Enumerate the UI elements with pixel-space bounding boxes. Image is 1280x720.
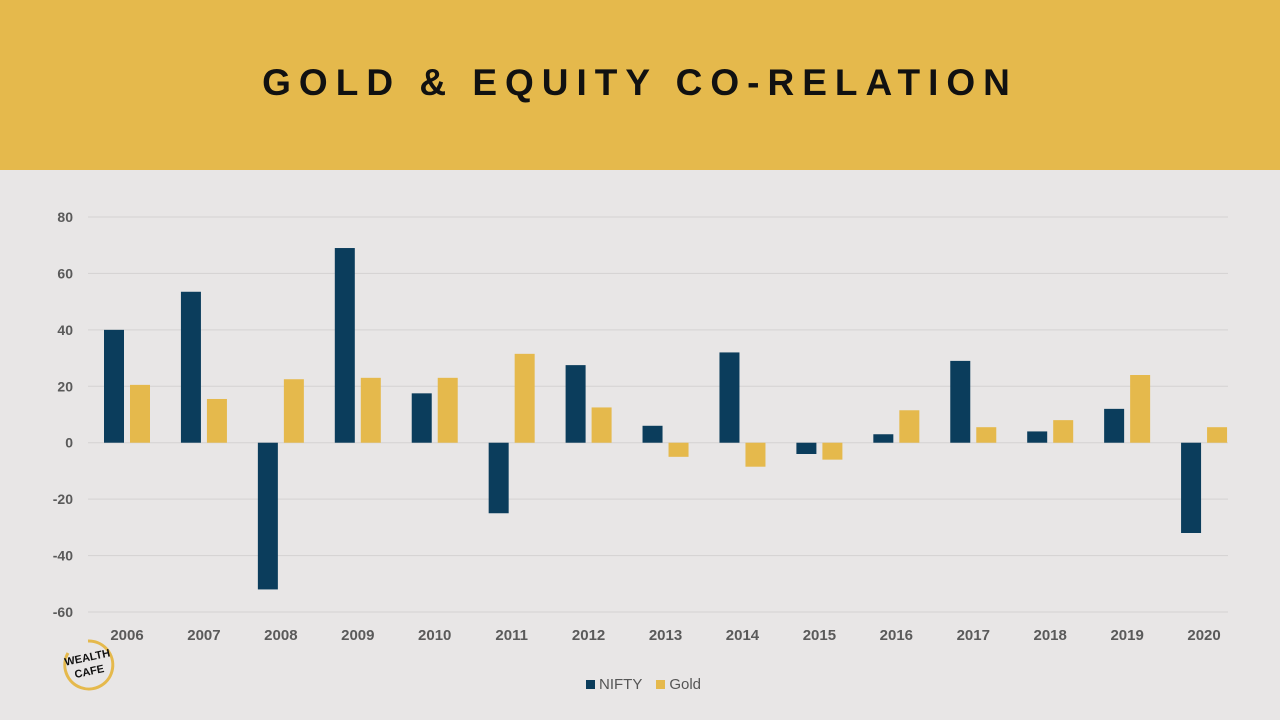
y-tick-label: 40 [57,322,73,338]
y-tick-label: 20 [57,378,73,394]
logo-ring [63,639,115,691]
bar-nifty [873,434,894,443]
x-tick-label: 2011 [495,627,528,644]
x-tick-label: 2007 [187,627,220,644]
y-tick-label: 0 [65,435,73,451]
x-tick-label: 2008 [264,627,297,644]
wealth-cafe-logo-icon: WEALTH CAFE [63,639,115,691]
bar-nifty [411,393,432,443]
legend-swatch-gold [656,680,666,689]
header-banner: GOLD & EQUITY CO-RELATION [0,0,1280,170]
x-tick-label: 2013 [649,627,682,644]
bar-gold [1130,375,1151,443]
bar-nifty [719,352,740,443]
y-tick-label: -60 [53,604,73,620]
bar-gold [1207,427,1228,443]
bar-gold [668,442,689,457]
legend-item-gold: Gold [656,676,701,693]
bar-gold [899,410,920,443]
x-tick-label: 2012 [572,627,605,644]
x-tick-label: 2016 [880,627,913,644]
chart-legend: NIFTY Gold [586,676,715,693]
bar-nifty [104,329,124,443]
bar-gold [283,379,304,443]
bar-gold [514,353,535,443]
y-tick-label: 80 [57,209,73,225]
bar-gold [745,442,766,467]
bar-nifty [488,442,509,514]
x-tick-label: 2009 [341,627,374,644]
x-tick-label: 2017 [957,627,990,644]
x-tick-label: 2010 [418,627,451,644]
y-tick-label: -40 [53,548,73,564]
x-tick-label: 2018 [1034,627,1067,644]
bar-gold [360,377,381,443]
bar-nifty [1104,408,1125,443]
bar-gold [591,407,612,443]
y-tick-label: -20 [53,491,73,507]
x-tick-label: 2015 [803,627,836,644]
legend-swatch-nifty [586,680,595,689]
x-tick-label: 2014 [726,627,760,644]
x-tick-label: 2006 [110,627,143,644]
bar-nifty [1181,442,1202,533]
bar-nifty [257,442,278,590]
bar-gold [130,384,150,443]
bar-gold [1053,420,1074,443]
bar-nifty [642,425,663,443]
bar-nifty [180,291,201,443]
page-title: GOLD & EQUITY CO-RELATION [262,62,1018,103]
bar-nifty [796,442,817,454]
bar-nifty [1027,431,1048,443]
bar-gold [206,398,227,443]
bar-nifty [565,365,586,443]
bar-gold [822,442,843,460]
bar-gold [976,427,997,443]
legend-label-gold: Gold [669,676,702,693]
legend-item-nifty: NIFTY [586,676,642,693]
bar-chart: 80 60 40 20 0 -20 -40 -60 2006 2007 2008 2009 2010 20… [53,209,1228,644]
x-tick-label: 2019 [1110,627,1143,644]
legend-label-nifty: NIFTY [599,676,643,693]
bar-gold [437,377,458,443]
x-tick-label: 2020 [1187,627,1220,644]
y-tick-label: 60 [57,265,73,281]
bar-nifty [950,360,971,443]
bar-nifty [334,248,355,443]
